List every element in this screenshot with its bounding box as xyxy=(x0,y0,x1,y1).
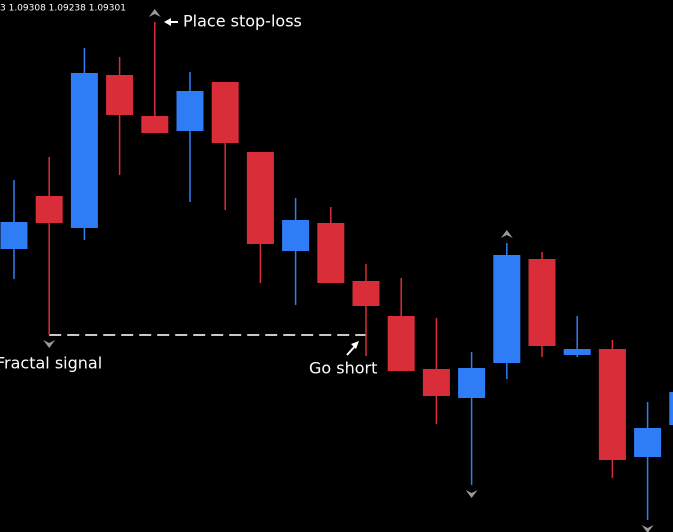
annotation: Fractal signal xyxy=(0,354,102,373)
annotation: Place stop-loss xyxy=(183,12,302,31)
annotation-arrows xyxy=(164,18,359,356)
fractal-up xyxy=(148,9,161,17)
fractal-down xyxy=(43,340,56,348)
candle-body xyxy=(669,392,673,425)
fractal-down xyxy=(641,525,654,532)
header-prices: 3 1.09308 1.09238 1.09301 xyxy=(0,4,126,14)
fractal-up xyxy=(500,230,513,238)
fractal-down xyxy=(465,490,478,498)
annotation: Go short xyxy=(309,359,377,378)
